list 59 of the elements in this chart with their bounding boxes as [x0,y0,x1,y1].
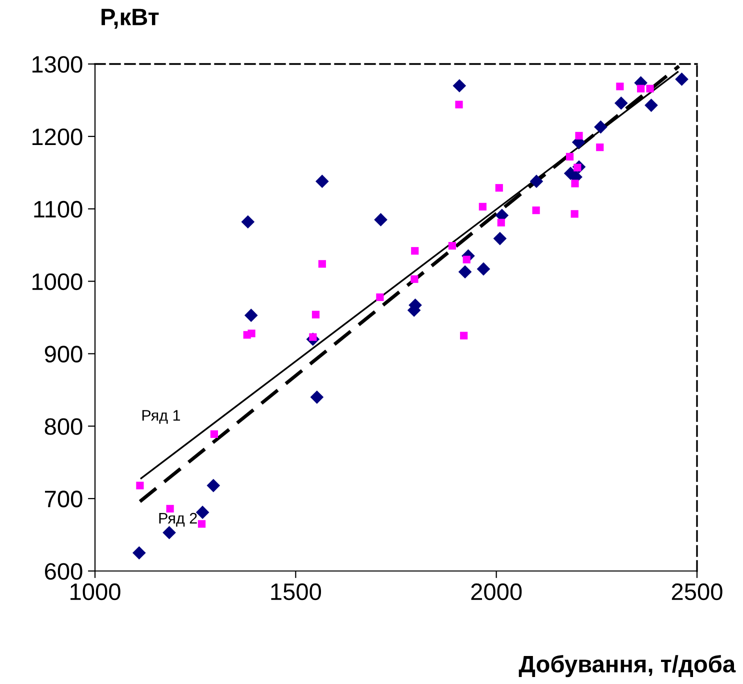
point [196,506,210,519]
point [132,546,146,560]
point [594,120,608,134]
point [206,478,220,492]
point [532,206,540,214]
point [448,242,456,250]
point [497,218,505,226]
point [462,256,470,264]
point [315,174,329,188]
series-label: Ряд 2 [159,512,197,527]
point [495,184,503,192]
y-tick-label: 700 [45,490,82,508]
point [411,247,419,255]
y-tick-label: 1000 [32,273,82,290]
point [248,330,256,338]
point [616,82,624,90]
point [318,260,326,268]
point [458,265,472,279]
point [530,174,544,188]
x-tick-label: 1000 [70,583,120,600]
x-tick-label: 2500 [672,583,722,600]
point [455,100,463,108]
point [241,215,255,229]
x-tick-label: 2000 [471,583,522,600]
point [493,232,507,246]
point [566,152,574,161]
y-tick-label: 1200 [32,128,82,146]
point [376,293,384,302]
point [570,210,578,218]
point [476,262,490,276]
point [410,275,418,283]
point [452,79,466,92]
point [374,213,388,226]
y-tick-label: 800 [44,418,82,435]
point [637,84,645,92]
point [244,308,258,322]
point [478,202,486,210]
y-tick-label: 600 [45,563,82,580]
point [614,96,628,110]
point [575,132,583,140]
point [166,504,174,513]
point [646,84,654,92]
y-axis-title: P,кВт [102,8,159,29]
y-tick-label: 900 [44,346,82,362]
point [210,430,218,438]
point [571,180,579,188]
y-tick-label: 1300 [32,56,82,73]
point [644,98,658,112]
point [310,390,324,404]
point [198,520,206,528]
x-axis-title: Добування, т/доба [518,654,736,678]
point [312,310,320,318]
point [675,72,688,86]
point [460,332,468,340]
series-label: Ряд 1 [142,410,180,424]
point [596,143,604,152]
x-tick-label: 1500 [271,583,322,600]
point [136,482,144,490]
y-tick-label: 1100 [34,200,82,218]
